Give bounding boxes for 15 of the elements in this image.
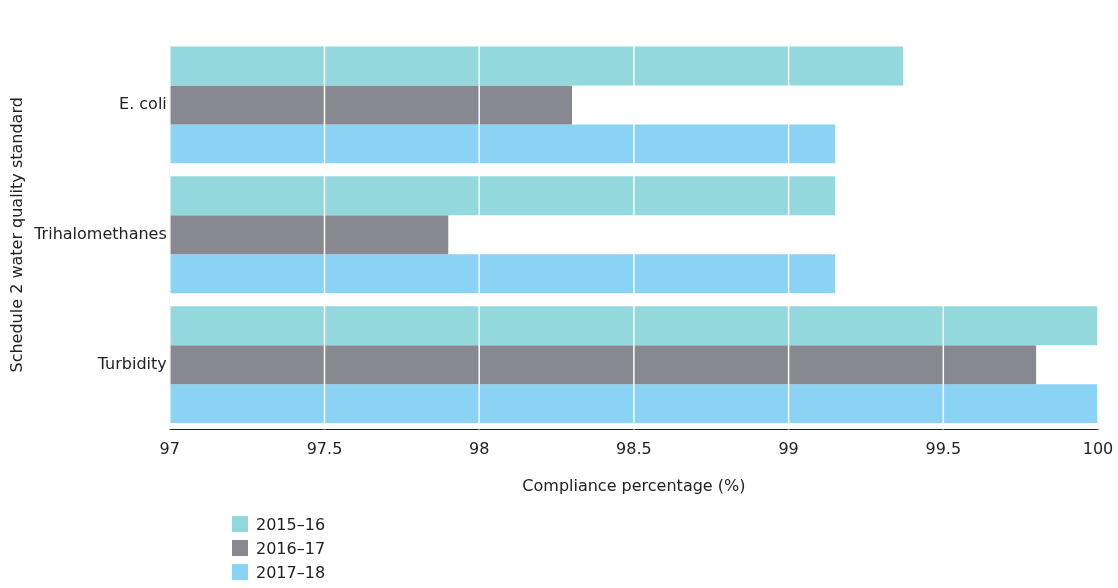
x-tick-label: 97 bbox=[159, 439, 180, 459]
x-tick-label: 100 bbox=[1082, 439, 1114, 459]
legend-label: 2015–16 bbox=[256, 514, 326, 534]
y-axis-title: Schedule 2 water quality standard bbox=[6, 97, 26, 373]
x-tick-label: 99.5 bbox=[925, 439, 962, 459]
y-tick-label: Trihalomethanes bbox=[33, 223, 167, 243]
legend-label: 2017–18 bbox=[256, 562, 326, 582]
x-tick-label: 98.5 bbox=[616, 439, 652, 459]
x-tick-label: 99 bbox=[778, 439, 799, 459]
legend-label: 2016–17 bbox=[256, 538, 326, 558]
x-axis-title: Compliance percentage (%) bbox=[522, 475, 746, 495]
x-tick-label: 98 bbox=[469, 439, 490, 459]
y-tick-label: E. coli bbox=[119, 94, 167, 114]
x-tick-label: 97.5 bbox=[306, 439, 343, 459]
y-tick-label: Turbidity bbox=[96, 353, 167, 373]
